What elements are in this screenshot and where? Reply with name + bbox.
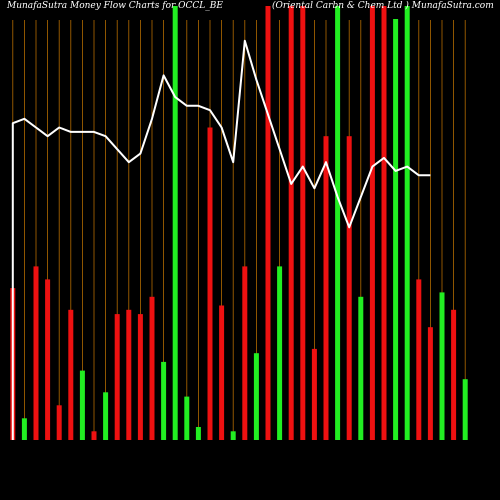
bar-4 xyxy=(45,279,51,440)
bar-25 xyxy=(288,6,294,440)
bar-5 xyxy=(56,405,62,440)
bars-layer xyxy=(10,6,468,440)
bar-24 xyxy=(277,266,283,440)
bar-28 xyxy=(323,136,329,440)
bar-32 xyxy=(369,6,375,440)
bar-27 xyxy=(311,348,317,440)
bar-22 xyxy=(253,353,259,440)
price-line-layer xyxy=(11,39,431,440)
bar-30 xyxy=(346,136,352,440)
bar-40 xyxy=(462,379,468,440)
bar-29 xyxy=(335,6,341,440)
bar-10 xyxy=(114,314,120,440)
bar-36 xyxy=(416,279,422,440)
bar-19 xyxy=(219,305,225,440)
bar-7 xyxy=(79,370,85,440)
bar-34 xyxy=(393,19,399,440)
bar-11 xyxy=(126,309,132,440)
bar-8 xyxy=(91,431,97,440)
bar-38 xyxy=(439,292,445,440)
price-line xyxy=(11,39,431,440)
bar-23 xyxy=(265,6,271,440)
bar-33 xyxy=(381,6,387,440)
chart-title-right: (Oriental Carbn & Chem Ltd ) MunafaSutra… xyxy=(272,0,494,11)
chart-title-left: MunafaSutra Money Flow Charts for OCCL_B… xyxy=(6,1,223,11)
bar-9 xyxy=(103,392,109,440)
bar-26 xyxy=(300,6,306,440)
bar-18 xyxy=(207,127,213,440)
bar-17 xyxy=(195,427,201,440)
bar-15 xyxy=(172,6,178,440)
bar-13 xyxy=(149,296,155,440)
bar-14 xyxy=(161,361,167,440)
bar-6 xyxy=(68,309,74,440)
bar-3 xyxy=(33,266,39,440)
bar-39 xyxy=(451,309,457,440)
bar-35 xyxy=(404,6,410,440)
bar-2 xyxy=(21,418,27,440)
bar-20 xyxy=(230,431,236,440)
bar-31 xyxy=(358,296,364,440)
bar-16 xyxy=(184,396,190,440)
bar-21 xyxy=(242,266,248,440)
bar-37 xyxy=(427,327,433,440)
bar-12 xyxy=(137,314,143,440)
